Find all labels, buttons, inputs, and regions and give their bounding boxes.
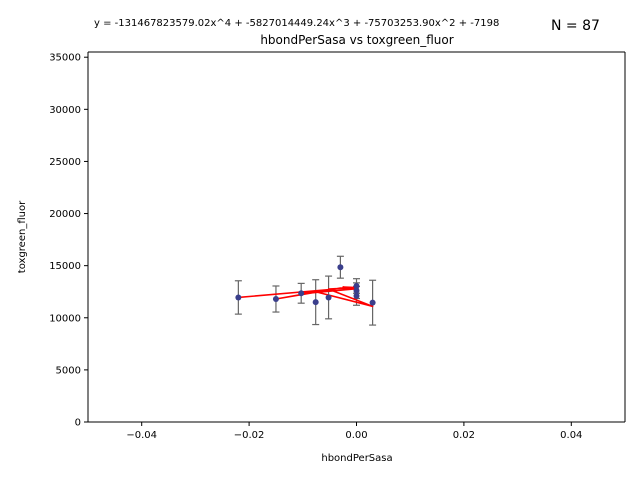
y-tick-label-0: 0	[75, 418, 81, 429]
data-point-4	[325, 294, 332, 301]
x-axis-label: hbondPerSasa	[321, 453, 392, 464]
fit-line	[238, 286, 374, 308]
y-tick-label-1: 5000	[56, 365, 81, 376]
data-point-3	[312, 299, 319, 306]
data-point-6	[353, 282, 360, 289]
chart-title: hbondPerSasa vs toxgreen_fluor	[260, 33, 453, 47]
data-point-0	[235, 294, 242, 301]
y-tick-label-4: 20000	[49, 209, 81, 220]
data-point-5	[337, 264, 344, 271]
y-tick-label-6: 30000	[49, 105, 81, 116]
y-tick-label-3: 15000	[49, 261, 81, 272]
fit-equation: y = -131467823579.02x^4 + -5827014449.24…	[94, 18, 499, 29]
plot-area: −0.04 −0.02 0.00 0.02 0.04 0 5000 10000 15000 200…	[49, 51, 626, 441]
x-tick-label-0: −0.04	[126, 430, 157, 441]
x-tick-label-1: −0.02	[234, 430, 265, 441]
sample-count: N = 87	[551, 18, 600, 34]
y-tick-label-5: 25000	[49, 157, 81, 168]
x-tick-label-3: 0.02	[453, 430, 475, 441]
data-point-1	[272, 296, 279, 303]
data-point-2	[298, 290, 305, 297]
x-tick-label-2: 0.00	[345, 430, 367, 441]
y-axis-label: toxgreen_fluor	[17, 200, 28, 273]
y-tick-label-7: 35000	[49, 53, 81, 64]
data-point-7	[353, 287, 360, 294]
x-tick-label-4: 0.04	[560, 430, 582, 441]
data-point-8	[353, 292, 360, 299]
data-point-9	[369, 299, 376, 306]
y-tick-label-2: 10000	[49, 313, 81, 324]
